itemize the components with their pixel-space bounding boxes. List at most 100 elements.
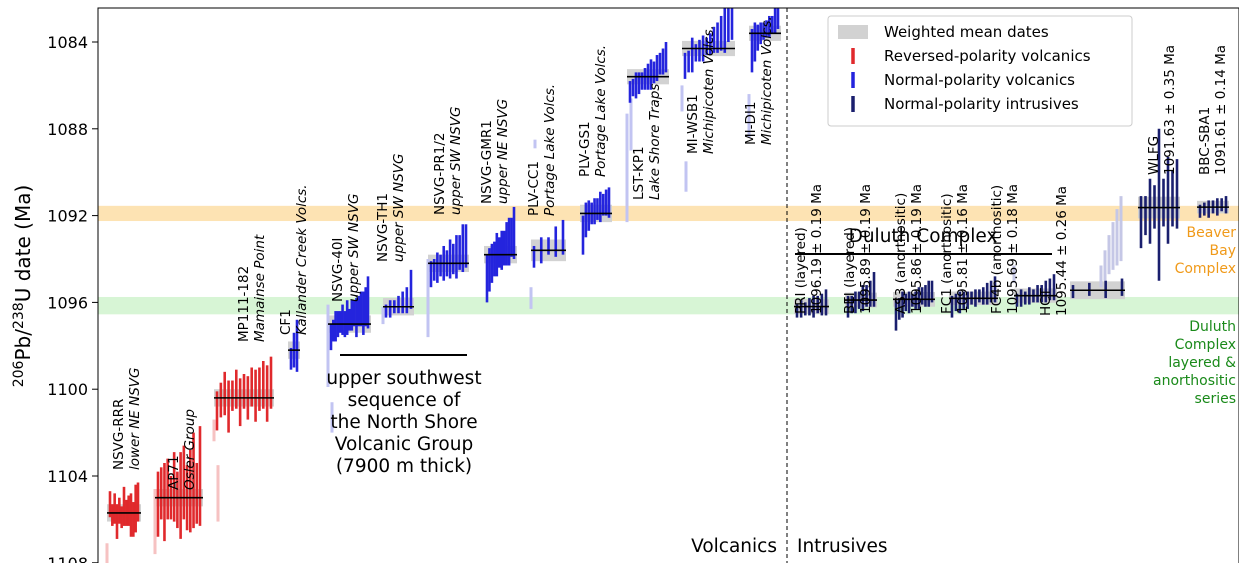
sample-14 xyxy=(845,272,877,318)
sample-sub-label: Kallander Creek Volcs. xyxy=(294,184,310,335)
sample-6 xyxy=(426,224,469,338)
upper-sw-line-0: upper southwest xyxy=(326,368,481,389)
region-label-intrusives: Intrusives xyxy=(797,536,888,557)
region-label-volcanics: Volcanics xyxy=(691,536,777,557)
sample-name-label: PLV-GS1 xyxy=(577,121,593,177)
sample-sub-label: 1091.61 ± 0.14 Ma xyxy=(1213,45,1229,175)
plot-frame xyxy=(97,7,1239,563)
y-tick-label: 1096 xyxy=(47,293,88,312)
sample-name-label: MI-DI1 xyxy=(743,102,759,145)
sample-name-label: NSVG-40I xyxy=(330,238,346,302)
y-label-sup-238: 238 xyxy=(11,302,27,329)
sample-name-label: MI-WSB1 xyxy=(685,94,701,154)
sample-sub-label: 1096.19 ± 0.19 Ma xyxy=(809,184,825,314)
legend-label: Normal-polarity intrusives xyxy=(884,95,1079,113)
legend-swatch-box xyxy=(838,25,868,39)
duluth-series-line-1: Complex xyxy=(1175,337,1236,353)
sample-0 xyxy=(105,482,141,563)
sample-sub-label: 1091.63 ± 0.35 Ma xyxy=(1162,45,1178,175)
y-label-tail: U date (Ma) xyxy=(11,185,35,303)
sample-8 xyxy=(529,139,566,309)
legend-frame xyxy=(827,15,1133,127)
duluth-complex-label: Duluth Complex xyxy=(849,226,998,247)
sample-20 xyxy=(1197,196,1229,218)
sample-19 xyxy=(1138,128,1180,281)
sample-sub-label: upper NE NSVG xyxy=(495,99,511,204)
sample-15 xyxy=(893,280,935,331)
sample-18 xyxy=(1070,196,1125,300)
sample-sub-label: Portage Lake Volcs. xyxy=(593,45,609,177)
sample-sub-label: upper SW NSVG xyxy=(448,107,464,215)
sample-5 xyxy=(381,269,414,325)
y-axis-label: 206Pb/238U date (Ma) xyxy=(11,185,35,388)
sample-name-label: FC4b (anorthositic) xyxy=(989,185,1005,314)
legend-label: Normal-polarity volcanics xyxy=(884,71,1075,89)
sample-sub-label: Michipicoten Volcs. xyxy=(701,25,717,154)
sample-sub-label: 1095.86 ± 0.19 Ma xyxy=(909,184,925,314)
sample-name-label: NSVG-PR1/2 xyxy=(432,133,448,215)
y-tick-label: 1108 xyxy=(47,554,88,563)
legend-label: Weighted mean dates xyxy=(884,23,1049,41)
sample-sub-label: Portage Lake Volcs. xyxy=(542,84,558,216)
legend-label: Reversed-polarity volcanics xyxy=(884,47,1091,65)
sample-name-label: HCT xyxy=(1038,287,1054,316)
sample-name-label: MP111-182 xyxy=(236,266,252,342)
y-label-sup-206: 206 xyxy=(11,360,27,387)
sample-name-label: NSVG-TH1 xyxy=(375,193,391,262)
beaver-bay-line-2: Complex xyxy=(1175,261,1236,277)
y-ticks: 1084 1088 1092 1096 1100 1104 1108 xyxy=(47,33,98,563)
sample-16 xyxy=(949,276,998,318)
upper-sw-line-1: sequence of xyxy=(348,390,461,411)
upper-sw-line-2: the North Shore xyxy=(330,412,477,433)
sample-sub-label: Michipicoten Volcs. xyxy=(759,16,775,145)
duluth-series-line-0: Duluth xyxy=(1189,319,1236,335)
sample-13 xyxy=(794,289,829,318)
sample-sub-label: 1095.69 ± 0.18 Ma xyxy=(1005,184,1021,314)
sample-name-label: AP71 xyxy=(166,455,182,490)
y-tick-label: 1092 xyxy=(47,207,88,226)
duluth-series-line-4: series xyxy=(1195,391,1236,407)
sample-sub-label: 1095.44 ± 0.26 Ma xyxy=(1054,186,1070,316)
y-tick-label: 1088 xyxy=(47,120,88,139)
age-band-beaver-bay xyxy=(98,205,1239,222)
sample-name-label: PRI (layered) xyxy=(793,227,809,314)
axes: 1084 1088 1092 1096 1100 1104 1108 206Pb/238U … xyxy=(11,7,1239,563)
sample-name-label: LST-KP1 xyxy=(631,146,647,200)
legend: Weighted mean dates Reversed-polarity vol… xyxy=(827,15,1133,127)
y-tick-label: 1104 xyxy=(47,467,88,486)
sample-2 xyxy=(212,356,274,522)
sample-7 xyxy=(484,206,517,303)
sample-name-label: BBC-SBA1 xyxy=(1197,107,1213,175)
sample-9 xyxy=(580,187,612,255)
sample-name-label: CF1 xyxy=(278,309,294,335)
sample-1 xyxy=(153,426,203,555)
sample-name-label: NSVG-GMR1 xyxy=(479,120,495,204)
duluth-series-line-2: layered & xyxy=(1168,355,1236,371)
y-label-pb: Pb/ xyxy=(11,329,35,361)
sample-sub-label: upper SW NSVG xyxy=(346,194,362,302)
sample-12 xyxy=(747,8,781,138)
sample-name-label: NSVG-RRR xyxy=(111,399,127,470)
sample-sub-label: 1095.89 ± 0.19 Ma xyxy=(858,184,874,314)
upper-sw-line-4: (7900 m thick) xyxy=(336,456,472,477)
beaver-bay-line-0: Beaver xyxy=(1187,225,1237,241)
sample-labels: NSVG-RRR lower NE NSVG AP71 Osler Group MP11… xyxy=(111,16,1229,490)
sample-sub-label: 1095.81 ± 0.16 Ma xyxy=(955,184,971,314)
sample-sub-label: Mamainse Point xyxy=(252,234,268,342)
sample-name-label: PLV-CC1 xyxy=(526,161,542,216)
sample-sub-label: Osler Group xyxy=(182,409,198,490)
beaver-bay-line-1: Bay xyxy=(1210,243,1236,259)
sample-4 xyxy=(326,276,371,433)
sample-name-label: BEI (layered) xyxy=(842,227,858,314)
sample-name-label: WLFG xyxy=(1146,136,1162,175)
sample-10 xyxy=(625,42,669,223)
upper-sw-line-3: Volcanic Group xyxy=(335,434,473,455)
sample-3 xyxy=(288,319,300,372)
y-tick-label: 1084 xyxy=(47,33,88,52)
data-marks xyxy=(105,8,1229,563)
sample-sub-label: upper SW NSVG xyxy=(391,154,407,262)
sample-11 xyxy=(680,8,735,192)
sample-sub-label: lower NE NSVG xyxy=(127,368,143,470)
y-tick-label: 1100 xyxy=(47,380,88,399)
